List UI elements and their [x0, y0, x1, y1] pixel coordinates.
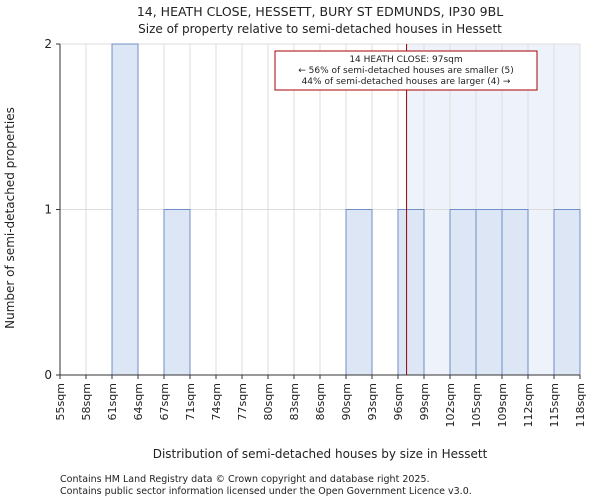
y-tick-label: 1 [44, 203, 52, 217]
x-tick-label: 80sqm [262, 383, 275, 420]
x-tick-label: 112sqm [522, 383, 535, 427]
x-tick-label: 74sqm [210, 383, 223, 420]
x-tick-label: 86sqm [314, 383, 327, 420]
x-tick-label: 109sqm [496, 383, 509, 427]
y-tick-label: 2 [44, 37, 52, 51]
histogram-bar [553, 209, 581, 376]
x-tick-label: 77sqm [236, 383, 249, 420]
annotation-line-1: 14 HEATH CLOSE: 97sqm [349, 55, 462, 65]
x-tick-label: 71sqm [184, 383, 197, 420]
histogram-bar [397, 209, 425, 376]
x-tick-label: 61sqm [106, 383, 119, 420]
x-tick-label: 99sqm [418, 383, 431, 420]
x-tick-label: 83sqm [288, 383, 301, 420]
x-tick-label: 55sqm [54, 383, 67, 420]
x-tick-label: 67sqm [158, 383, 171, 420]
y-axis-label: Number of semi-detached properties [3, 107, 17, 329]
histogram-bar [163, 209, 191, 376]
x-tick-label: 93sqm [366, 383, 379, 420]
x-tick-label: 115sqm [548, 383, 561, 427]
annotation-line-3: 44% of semi-detached houses are larger (… [302, 77, 511, 87]
plot-area: 0 1 2 55sqm 58sqm 61sqm 64sqm 67sqm 71sqm 74sqm 77… [44, 37, 587, 427]
histogram-bar [475, 209, 503, 376]
annotation-box: 14 HEATH CLOSE: 97sqm ← 56% of semi-deta… [274, 50, 538, 91]
footer-line-1: Contains HM Land Registry data © Crown c… [60, 474, 430, 485]
x-axis-label: Distribution of semi-detached houses by … [153, 447, 488, 461]
histogram-bar [449, 209, 477, 376]
chart-title: 14, HEATH CLOSE, HESSETT, BURY ST EDMUND… [137, 4, 503, 19]
histogram-bar [501, 209, 529, 376]
footer-line-2: Contains public sector information licen… [60, 486, 472, 497]
chart-subtitle: Size of property relative to semi-detach… [138, 22, 502, 36]
x-tick-label: 105sqm [470, 383, 483, 427]
annotation-line-2: ← 56% of semi-detached houses are smalle… [298, 66, 514, 76]
x-tick-label: 64sqm [132, 383, 145, 420]
x-tick-label: 58sqm [80, 383, 93, 420]
x-tick-label: 90sqm [340, 383, 353, 420]
x-tick-label: 102sqm [444, 383, 457, 427]
x-tick-label: 96sqm [392, 383, 405, 420]
annotation-frame [274, 50, 538, 91]
histogram-bar [345, 209, 373, 376]
histogram-bar [111, 43, 139, 376]
y-tick-label: 0 [44, 368, 52, 382]
x-tick-label: 118sqm [574, 383, 587, 427]
